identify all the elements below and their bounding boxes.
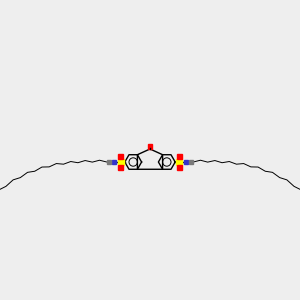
Bar xyxy=(107,160,110,164)
Bar xyxy=(190,160,193,164)
Bar xyxy=(176,159,182,165)
Bar xyxy=(118,154,123,159)
Bar xyxy=(177,154,182,159)
Bar xyxy=(177,165,182,169)
Bar xyxy=(148,144,152,148)
Bar xyxy=(112,160,116,164)
Bar xyxy=(118,159,124,165)
Bar xyxy=(184,160,188,164)
Bar xyxy=(118,165,123,169)
